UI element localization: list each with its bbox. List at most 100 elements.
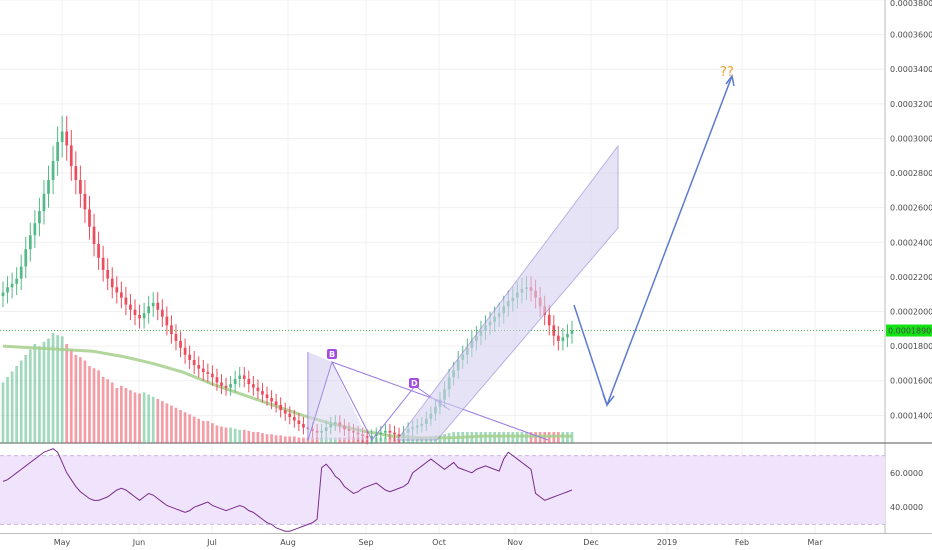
candle-body xyxy=(256,387,260,392)
volume-bar xyxy=(60,336,64,443)
volume-bar xyxy=(324,437,328,443)
candle-body xyxy=(379,432,383,435)
volume-bar xyxy=(179,410,182,443)
candle-body xyxy=(124,297,128,305)
volume-bar xyxy=(329,437,333,443)
moving-average-line xyxy=(2,344,572,440)
candle-body xyxy=(302,423,305,428)
candle-body xyxy=(115,287,119,293)
candle-body xyxy=(365,436,369,438)
candle-body xyxy=(142,313,146,319)
volume-bar xyxy=(297,437,301,443)
candle-body xyxy=(15,278,19,284)
date-tick-label: Oct xyxy=(432,538,446,547)
candle-body xyxy=(370,436,374,438)
volume-bar xyxy=(110,382,114,443)
volume-bar xyxy=(306,437,310,443)
date-tick-label: Dec xyxy=(583,538,598,547)
volume-bar xyxy=(19,360,23,443)
current-price-tag xyxy=(886,324,932,337)
volume-bar xyxy=(215,425,219,443)
candle-body xyxy=(10,283,14,288)
candle-body xyxy=(547,314,551,326)
date-tick-label: Aug xyxy=(280,538,296,547)
candle-body xyxy=(88,209,91,227)
badge-d-label: D xyxy=(411,379,418,388)
candle-body xyxy=(183,347,187,355)
volume-bar xyxy=(160,401,164,443)
volume-bar xyxy=(343,437,346,443)
candle-body xyxy=(188,354,191,360)
volume-bar xyxy=(83,360,87,443)
volume-bar xyxy=(283,436,287,443)
volume-bar xyxy=(224,427,228,443)
volume-bar xyxy=(6,377,9,443)
candle-body xyxy=(201,368,205,373)
candle-body xyxy=(165,316,169,326)
volume-bar xyxy=(15,366,19,443)
volume-bar xyxy=(138,393,141,443)
volume-bar xyxy=(74,355,78,443)
volume-bar xyxy=(302,437,305,443)
rsi-tick-label: 40.0000 xyxy=(890,503,923,512)
volume-bar xyxy=(97,370,100,443)
candle-body xyxy=(252,384,255,388)
volume-bar xyxy=(156,399,160,443)
volume-bar xyxy=(229,427,232,443)
badge-d-bg xyxy=(409,378,419,388)
candle-body xyxy=(179,340,182,348)
volume-bar xyxy=(56,335,59,443)
volume-bar xyxy=(288,436,292,443)
volume-bar xyxy=(192,416,196,443)
volume-bar xyxy=(183,412,187,443)
candle-body xyxy=(261,391,264,395)
volume-bar xyxy=(197,418,201,443)
volume-bar xyxy=(79,357,82,443)
candle-body xyxy=(56,141,59,161)
arrow-head-up xyxy=(725,74,735,87)
volume-bar xyxy=(238,429,242,443)
rsi-band xyxy=(0,455,885,525)
volume-bar xyxy=(220,426,223,443)
candle-body xyxy=(224,385,228,388)
rsi-tick-label: 60.0000 xyxy=(890,469,923,478)
candle-body xyxy=(156,302,160,310)
candle-body xyxy=(233,378,237,385)
candle-body xyxy=(192,359,196,366)
volume-bar xyxy=(352,437,355,443)
candle-body xyxy=(129,304,132,310)
candle-body xyxy=(97,243,100,258)
candle-body xyxy=(556,335,560,341)
candle-body xyxy=(138,314,141,319)
volume-bar xyxy=(51,333,55,443)
volume-bar xyxy=(384,437,387,443)
volume-bar xyxy=(33,344,37,443)
volume-bar xyxy=(242,429,246,443)
candle-body xyxy=(206,372,210,374)
candle-body xyxy=(47,179,50,194)
volume-bar xyxy=(119,385,123,443)
volume-bar xyxy=(206,421,210,443)
candle-body xyxy=(279,404,283,411)
pattern-shade xyxy=(308,352,332,440)
candle-body xyxy=(160,309,164,317)
candle-body xyxy=(274,401,278,405)
volume-bar xyxy=(261,433,264,443)
rsi-line xyxy=(2,448,573,532)
date-tick-label: Sep xyxy=(358,538,373,547)
ascending-channel xyxy=(395,144,619,441)
candle-body xyxy=(229,384,232,388)
abcd-pattern xyxy=(307,352,451,441)
volume-bar xyxy=(165,403,169,443)
candle-body xyxy=(283,410,287,414)
candle-body xyxy=(38,211,41,224)
